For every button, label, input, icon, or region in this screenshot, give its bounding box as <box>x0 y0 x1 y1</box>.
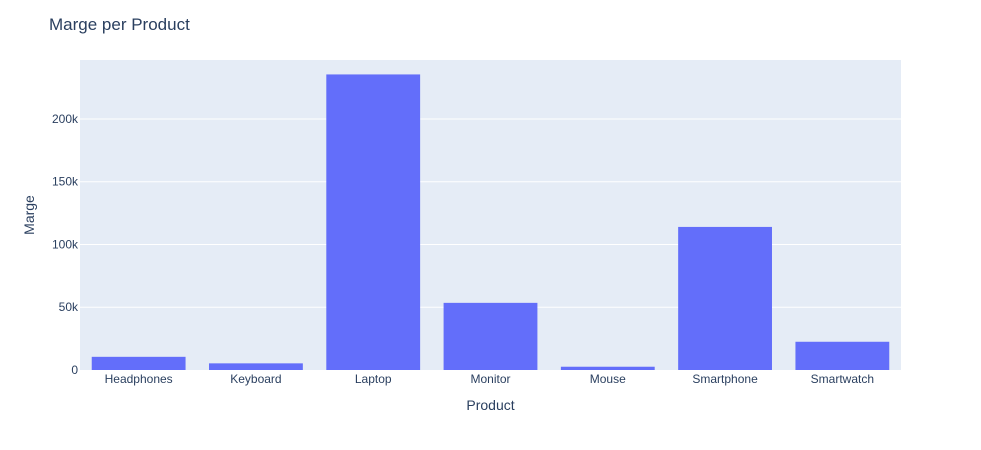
y-tick-label: 0 <box>71 363 78 377</box>
bar-smartphone[interactable] <box>678 226 772 370</box>
x-axis-title: Product <box>466 397 514 413</box>
bar-smartwatch[interactable] <box>795 341 890 370</box>
x-tick-label: Smartwatch <box>811 372 874 386</box>
y-tick-label: 200k <box>52 112 79 126</box>
x-tick-label: Laptop <box>355 372 392 386</box>
x-tick-label: Monitor <box>470 372 510 386</box>
x-tick-label: Keyboard <box>230 372 281 386</box>
bar-headphones[interactable] <box>91 356 186 370</box>
y-tick-label: 100k <box>52 237 79 251</box>
y-tick-label: 150k <box>52 175 79 189</box>
y-axis-ticks: 0 50k 100k 150k 200k <box>52 112 79 377</box>
bar-mouse[interactable] <box>560 366 655 370</box>
x-tick-label: Smartphone <box>692 372 758 386</box>
y-tick-label: 50k <box>59 300 79 314</box>
chart-title: Marge per Product <box>49 15 190 34</box>
bar-laptop[interactable] <box>326 74 421 370</box>
bars <box>91 74 890 370</box>
x-tick-label: Mouse <box>590 372 626 386</box>
bar-keyboard[interactable] <box>209 363 303 370</box>
y-axis-title: Marge <box>21 195 37 235</box>
x-axis-ticks: Headphones Keyboard Laptop Monitor Mouse Smar… <box>105 372 874 386</box>
bar-monitor[interactable] <box>443 302 538 370</box>
x-tick-label: Headphones <box>105 372 173 386</box>
